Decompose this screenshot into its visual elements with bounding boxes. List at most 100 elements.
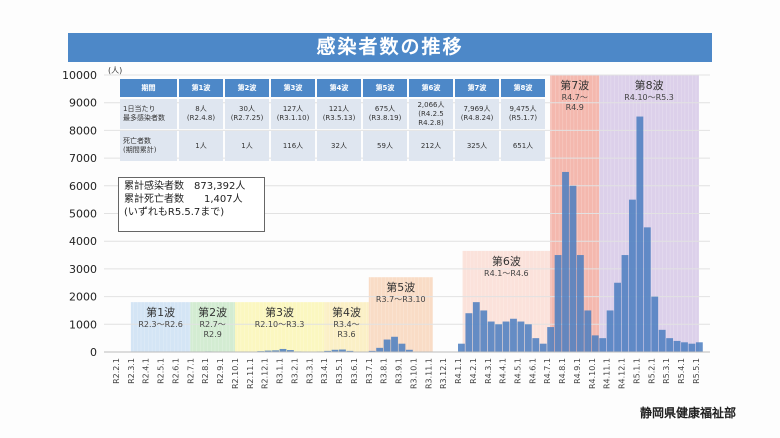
data-bar (621, 255, 629, 352)
x-tick-label: R3.8.1 (380, 358, 389, 384)
data-bar (517, 321, 525, 352)
table-row-max-cases: 1日当たり 最多感染者数 8人 (R2.4.8) 30人 (R2.7.25) 127人 (R3… (120, 99, 545, 129)
y-tick-label: 4000 (69, 235, 97, 248)
x-tick-label: R3.4.1 (320, 358, 329, 384)
x-tick-label: R4.7.1 (543, 358, 552, 384)
x-tick-label: R3.9.1 (395, 358, 404, 384)
x-tick-label: R4.4.1 (499, 358, 508, 384)
wave-region (190, 302, 235, 352)
table-header-row: 期間 第1波 第2波 第3波 第4波 第5波 第6波 第7波 第8波 (120, 79, 545, 97)
data-bar (591, 335, 599, 352)
data-bar (673, 340, 681, 352)
data-bar (599, 338, 607, 352)
data-bar (264, 350, 272, 352)
x-tick-label: R3.3.1 (305, 358, 314, 384)
cumulative-cases: 累計感染者数 873,392人 (124, 181, 246, 192)
x-tick-label: R4.9.1 (573, 358, 582, 384)
table-header-cell: 期間 (120, 79, 177, 97)
x-tick-label: R3.7.1 (365, 358, 374, 384)
table-header-cell: 第1波 (179, 79, 223, 97)
data-bar (383, 339, 391, 352)
data-bar (547, 327, 555, 352)
data-bar (272, 350, 279, 352)
wave-name: 第7波 (560, 78, 589, 92)
wave-period: R2.7〜 (200, 320, 226, 329)
wave-period: R2.3〜R2.6 (138, 320, 183, 329)
x-tick-label: R2.6.1 (171, 358, 180, 384)
data-bar (472, 302, 480, 352)
data-bar (324, 350, 332, 352)
wave-name: 第5波 (386, 280, 415, 294)
data-bar (287, 350, 294, 352)
x-tick-label: R5.3.1 (662, 358, 671, 384)
y-tick-label: 0 (90, 346, 97, 359)
x-tick-label: R3.2.1 (290, 358, 299, 384)
y-tick-label: 3000 (69, 263, 97, 276)
x-tick-label: R2.3.1 (127, 358, 136, 384)
wave-period: R3.6 (337, 330, 355, 339)
wave-region (324, 302, 369, 352)
cumulative-deaths: 累計死亡者数 1,407人 (124, 194, 243, 205)
x-tick-label: R5.5.1 (692, 358, 701, 384)
data-bar (331, 349, 339, 352)
wave-summary-table: 期間 第1波 第2波 第3波 第4波 第5波 第6波 第7波 第8波 1日当たり 最多感染者数 8人… (118, 77, 547, 163)
data-bar (658, 329, 666, 352)
wave-period: R4.9 (566, 103, 584, 112)
x-tick-label: R4.2.1 (469, 358, 478, 384)
data-bar (554, 255, 562, 352)
max-cases-cell: 121人 (R3.5.13) (317, 99, 361, 129)
data-bar (584, 310, 592, 352)
data-bar (376, 347, 384, 352)
y-tick-label: 10000 (62, 69, 97, 82)
x-tick-label: R5.4.1 (677, 358, 686, 384)
data-bar (405, 349, 413, 352)
x-tick-label: R3.1.1 (276, 358, 285, 384)
y-tick-label: 2000 (69, 291, 97, 304)
x-tick-label: R3.10.1 (409, 358, 418, 389)
y-tick-label: 9000 (69, 97, 97, 110)
x-tick-label: R5.2.1 (647, 358, 656, 384)
data-bar (576, 255, 584, 352)
data-bar (465, 313, 473, 352)
deaths-cell: 325人 (455, 131, 499, 161)
row-label: 1日当たり 最多感染者数 (120, 99, 177, 129)
wave-name: 第4波 (332, 305, 361, 319)
data-bar (614, 282, 621, 352)
deaths-cell: 1人 (179, 131, 223, 161)
x-tick-label: R4.6.1 (528, 358, 537, 384)
page-title: 感染者数の推移 (68, 33, 712, 62)
deaths-cell: 1人 (225, 131, 269, 161)
data-bar (681, 342, 688, 352)
y-tick-label: 5000 (69, 208, 97, 221)
data-bar (279, 348, 287, 352)
x-tick-label: R2.5.1 (157, 358, 166, 384)
data-bar (480, 310, 488, 352)
table-row-deaths: 死亡者数 (期間累計) 1人 1人 116人 32人 59人 212人 325人 651人 (120, 131, 545, 161)
wave-name: 第1波 (146, 305, 175, 319)
summary-note: (いずれもR5.5.7まで) (124, 207, 225, 218)
data-bar (695, 342, 703, 352)
table-header-cell: 第8波 (501, 79, 545, 97)
credit: 静岡県健康福祉部 (640, 406, 737, 420)
data-bar (487, 321, 495, 352)
max-cases-cell: 127人 (R3.1.10) (271, 99, 315, 129)
wave-name: 第6波 (492, 254, 521, 268)
data-bar (569, 185, 577, 352)
table-header-cell: 第5波 (363, 79, 407, 97)
x-tick-label: R2.4.1 (142, 358, 151, 384)
x-tick-label: R4.1.1 (454, 358, 463, 384)
x-tick-label: R4.11.1 (603, 358, 612, 389)
deaths-cell: 212人 (409, 131, 453, 161)
max-cases-cell: 7,969人 (R4.8.24) (455, 99, 499, 129)
y-tick-label: 7000 (69, 152, 97, 165)
data-bar (651, 296, 659, 352)
x-tick-label: R2.2.1 (112, 358, 121, 384)
x-tick-label: R2.12.1 (261, 358, 270, 389)
deaths-cell: 116人 (271, 131, 315, 161)
table-header-cell: 第4波 (317, 79, 361, 97)
wave-region (368, 277, 433, 352)
x-tick-label: R4.12.1 (618, 358, 627, 389)
table-header-cell: 第6波 (409, 79, 453, 97)
data-bar (339, 349, 346, 352)
